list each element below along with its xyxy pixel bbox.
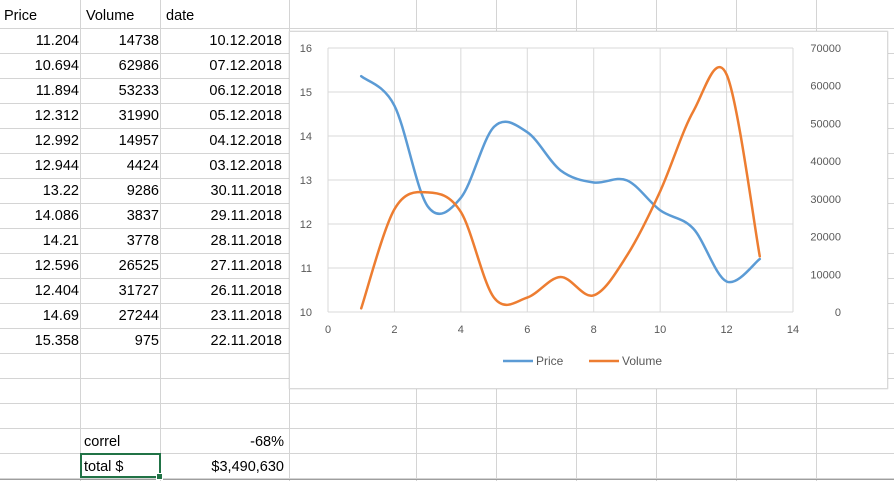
header-price[interactable]: Price [4, 8, 38, 24]
cell-volume[interactable]: 3837 [126, 208, 159, 224]
total-label[interactable]: total $ [84, 459, 124, 475]
header-date[interactable]: date [166, 8, 195, 24]
cell-volume[interactable]: 31990 [118, 108, 159, 124]
cell-price[interactable]: 14.21 [42, 233, 79, 249]
y-left-tick-label: 15 [300, 87, 312, 99]
x-tick-label: 0 [325, 324, 331, 336]
cell-date[interactable]: 03.12.2018 [209, 158, 282, 174]
cell-date[interactable]: 06.12.2018 [209, 83, 282, 99]
cell-date[interactable]: 28.11.2018 [210, 233, 283, 249]
y-left-tick-label: 12 [300, 219, 312, 231]
cell-date[interactable]: 10.12.2018 [209, 33, 282, 49]
cell-date[interactable]: 27.11.2018 [210, 258, 283, 274]
y-left-tick-label: 10 [300, 307, 312, 319]
x-tick-label: 6 [524, 324, 530, 336]
cell-date[interactable]: 23.11.2018 [210, 308, 283, 324]
y-left-tick-label: 16 [300, 43, 312, 55]
y-right-tick-label: 0 [835, 307, 841, 319]
cell-date[interactable]: 26.11.2018 [210, 283, 283, 299]
cell-volume[interactable]: 26525 [118, 258, 159, 274]
cell-volume[interactable]: 27244 [118, 308, 159, 324]
cell-price[interactable]: 12.992 [34, 133, 79, 149]
total-value[interactable]: $3,490,630 [211, 459, 284, 475]
cell-volume[interactable]: 62986 [118, 58, 159, 74]
y-right-tick-label: 30000 [810, 194, 841, 206]
cell-date[interactable]: 22.11.2018 [210, 333, 283, 349]
x-tick-label: 14 [787, 324, 799, 336]
cell-volume[interactable]: 4424 [126, 158, 159, 174]
cell-price[interactable]: 12.596 [34, 258, 79, 274]
y-right-tick-label: 40000 [810, 156, 841, 168]
cell-volume[interactable]: 3778 [126, 233, 159, 249]
cell-volume[interactable]: 53233 [118, 83, 159, 99]
legend-label-price: Price [536, 354, 564, 368]
correl-label[interactable]: correl [84, 434, 121, 450]
cell-price[interactable]: 15.358 [34, 333, 79, 349]
cell-price[interactable]: 12.944 [34, 158, 79, 174]
cell-date[interactable]: 29.11.2018 [210, 208, 283, 224]
price-volume-chart[interactable]: 0 2 4 6 8 10 12 14 10 11 12 13 14 15 16 0 10000 20000 3000… [289, 31, 888, 389]
cell-volume[interactable]: 14957 [118, 133, 159, 149]
y-right-tick-label: 70000 [810, 43, 841, 55]
cell-price[interactable]: 14.69 [42, 308, 79, 324]
header-volume[interactable]: Volume [86, 8, 135, 24]
cell-volume[interactable]: 975 [134, 333, 159, 349]
x-tick-label: 12 [720, 324, 732, 336]
x-tick-label: 4 [458, 324, 464, 336]
cell-volume[interactable]: 31727 [118, 283, 159, 299]
cell-volume[interactable]: 14738 [118, 33, 159, 49]
y-left-tick-label: 13 [300, 175, 312, 187]
y-right-tick-label: 50000 [810, 118, 841, 130]
cell-price[interactable]: 12.404 [34, 283, 79, 299]
y-left-tick-label: 11 [301, 263, 312, 275]
y-right-tick-label: 10000 [810, 269, 841, 281]
cell-price[interactable]: 14.086 [34, 208, 79, 224]
x-tick-label: 2 [391, 324, 397, 336]
series-line-volume[interactable] [359, 65, 762, 310]
cell-price[interactable]: 13.22 [42, 183, 79, 199]
cell-price[interactable]: 11.204 [35, 33, 79, 49]
y-left-tick-label: 14 [300, 131, 312, 143]
cell-price[interactable]: 12.312 [34, 108, 79, 124]
series-line-price[interactable] [359, 74, 762, 284]
y-right-tick-label: 60000 [810, 81, 841, 93]
x-tick-label: 10 [654, 324, 666, 336]
cell-date[interactable]: 04.12.2018 [209, 133, 282, 149]
selected-cell[interactable] [80, 453, 163, 480]
cell-price[interactable]: 11.894 [35, 83, 79, 99]
cell-date[interactable]: 30.11.2018 [210, 183, 283, 199]
cell-date[interactable]: 05.12.2018 [209, 108, 282, 124]
y-right-tick-label: 20000 [810, 232, 841, 244]
fill-handle[interactable] [156, 473, 163, 480]
x-tick-label: 8 [591, 324, 597, 336]
chart-svg: 0 2 4 6 8 10 12 14 10 11 12 13 14 15 16 0 10000 20000 3000… [300, 43, 841, 368]
cell-volume[interactable]: 9286 [126, 183, 159, 199]
cell-date[interactable]: 07.12.2018 [209, 58, 282, 74]
correl-value[interactable]: -68% [250, 434, 284, 450]
cell-price[interactable]: 10.694 [34, 58, 79, 74]
legend-label-volume: Volume [622, 354, 662, 368]
